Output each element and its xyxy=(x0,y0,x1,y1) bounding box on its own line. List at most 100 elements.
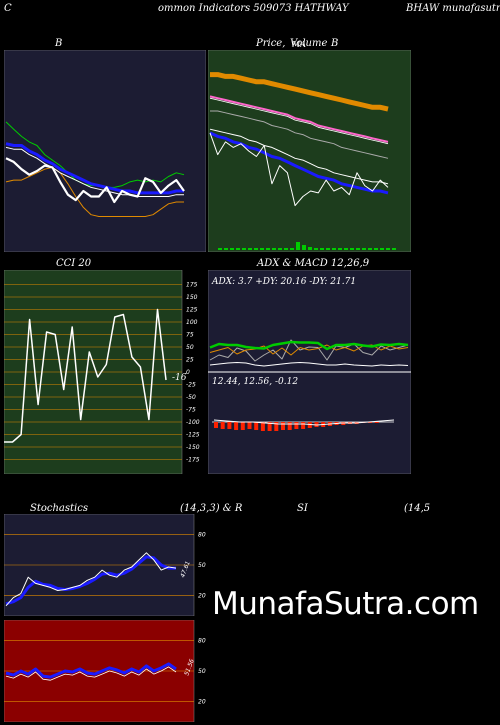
rsi-series-group xyxy=(5,662,177,681)
macd-hist-bar xyxy=(260,422,265,431)
volume-bars xyxy=(218,242,396,250)
volume-bar xyxy=(308,247,312,250)
adx-readout: ADX: 3.7 +DY: 20.16 -DY: 21.71 xyxy=(211,277,356,287)
macd-hist-bar xyxy=(294,422,299,429)
stoch-tick-label: 50 xyxy=(198,562,206,569)
volume-bar xyxy=(230,248,234,250)
macd-readout: 12.44, 12.56, -0.12 xyxy=(212,377,298,387)
rsi-title-a: SI xyxy=(297,503,308,514)
cci-current-label: -16 xyxy=(172,373,187,383)
cci-tick-label: -50 xyxy=(186,394,196,401)
volume-bar xyxy=(362,248,366,250)
cci-tick-label: 25 xyxy=(186,357,194,364)
macd-hist-bar xyxy=(240,422,245,430)
cci-tick-label: -75 xyxy=(186,407,196,414)
cci-tick-label: 50 xyxy=(186,344,194,351)
volume-bar xyxy=(290,248,294,250)
rsi-tick-label: 50 xyxy=(198,668,206,675)
macd-hist-bar xyxy=(227,422,232,429)
bb-series-group xyxy=(5,121,185,217)
macd-hist-bar xyxy=(307,422,312,428)
volume-bar xyxy=(350,248,354,250)
volume-bar xyxy=(314,248,318,250)
volume-bar xyxy=(326,248,330,250)
stoch-tick-label: 20 xyxy=(198,593,206,600)
price-close-line xyxy=(209,132,389,207)
rsi-signal-line xyxy=(5,666,177,681)
macd-hist-bar xyxy=(274,422,279,431)
cci-tick-label: 150 xyxy=(186,294,198,301)
volume-bar xyxy=(272,248,276,250)
header-right: BHAW munafasutra.thejo xyxy=(406,3,500,14)
volume-bar xyxy=(296,242,300,250)
volume-bar xyxy=(266,248,270,250)
macd-hist-bar xyxy=(281,422,285,430)
cci-tick-label: -25 xyxy=(186,382,196,389)
cci-tick-label: 175 xyxy=(186,282,198,289)
rsi-title-b: (14,5 xyxy=(404,503,431,514)
bb-lower-band xyxy=(5,166,184,217)
volume-bar xyxy=(338,248,342,250)
bb-middle-band xyxy=(5,142,184,195)
stoch-grid: 80 50 20 xyxy=(4,531,206,600)
adx-di-plus-line xyxy=(209,339,409,362)
adx-panel: ADX: 3.7 +DY: 20.16 -DY: 21.71 12.44, 12… xyxy=(208,270,411,474)
volume-bar xyxy=(344,248,348,250)
macd-hist-bar xyxy=(220,422,225,429)
cci-tick-label: 75 xyxy=(186,332,194,339)
price-title-a: Price, xyxy=(256,38,286,49)
macd-hist-bar xyxy=(267,422,272,431)
cci-tick-label: 0 xyxy=(186,369,190,376)
stoch-series-group xyxy=(5,552,177,607)
price-ma-blue xyxy=(209,131,389,195)
adx-series-group xyxy=(209,339,409,367)
header-title: ommon Indicators 509073 HATHWAY xyxy=(158,3,349,14)
price-ma-pink-edge xyxy=(209,97,389,145)
volume-bar xyxy=(248,248,252,250)
price-title-c: MA xyxy=(292,40,306,49)
volume-bar xyxy=(260,248,264,250)
volume-bar xyxy=(380,248,384,250)
price-title-b: Volume xyxy=(290,38,328,49)
volume-bar xyxy=(254,248,258,250)
volume-bar xyxy=(242,248,246,250)
cci-tick-label: 100 xyxy=(186,319,198,326)
volume-bar xyxy=(356,248,360,250)
macd-hist-bar xyxy=(368,422,373,423)
cci-tick-label: -150 xyxy=(186,444,200,451)
volume-bar xyxy=(332,248,336,250)
price-panel xyxy=(208,50,411,252)
volume-bar xyxy=(368,248,372,250)
volume-bar xyxy=(320,248,324,250)
cci-line xyxy=(4,308,167,443)
macd-hist-bar xyxy=(214,422,218,428)
price-ma-grey xyxy=(210,110,389,159)
rsi-line xyxy=(5,662,177,679)
volume-bar xyxy=(218,248,222,250)
rsi-tick-label: 20 xyxy=(198,699,206,706)
bb-middle-inner xyxy=(5,146,184,197)
macd-hist-bar xyxy=(247,422,252,429)
stoch-k-line xyxy=(5,552,177,607)
stoch-title-b: (14,3,3) & R xyxy=(180,503,243,514)
macd-line xyxy=(213,419,395,426)
cci-tick-label: -100 xyxy=(186,419,200,426)
volume-bar xyxy=(374,248,378,250)
header-left: C xyxy=(4,3,12,14)
volume-bar xyxy=(278,248,282,250)
volume-bar xyxy=(386,248,390,250)
macd-hist-bar xyxy=(234,422,239,430)
price-ma-pink xyxy=(209,95,389,143)
rsi-tick-label: 80 xyxy=(198,637,206,644)
bb-price-line xyxy=(5,157,185,204)
bb-background xyxy=(4,50,206,252)
cci-grid: 175 150 125 100 75 50 25 0 -25 -50 -75 -100 -125 -150… xyxy=(4,282,200,464)
volume-bar xyxy=(392,248,396,250)
price-ma-white xyxy=(209,128,389,185)
cci-panel: 175 150 125 100 75 50 25 0 -25 -50 -75 -100 -125 -150… xyxy=(4,270,200,474)
price-title-d: B xyxy=(331,38,339,49)
cci-tick-label: 125 xyxy=(186,307,198,314)
stoch-tick-label: 80 xyxy=(198,531,206,538)
